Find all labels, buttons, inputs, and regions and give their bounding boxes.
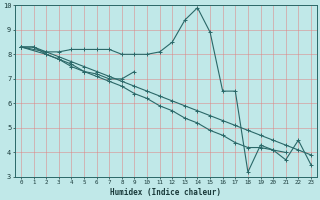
X-axis label: Humidex (Indice chaleur): Humidex (Indice chaleur) xyxy=(110,188,221,197)
